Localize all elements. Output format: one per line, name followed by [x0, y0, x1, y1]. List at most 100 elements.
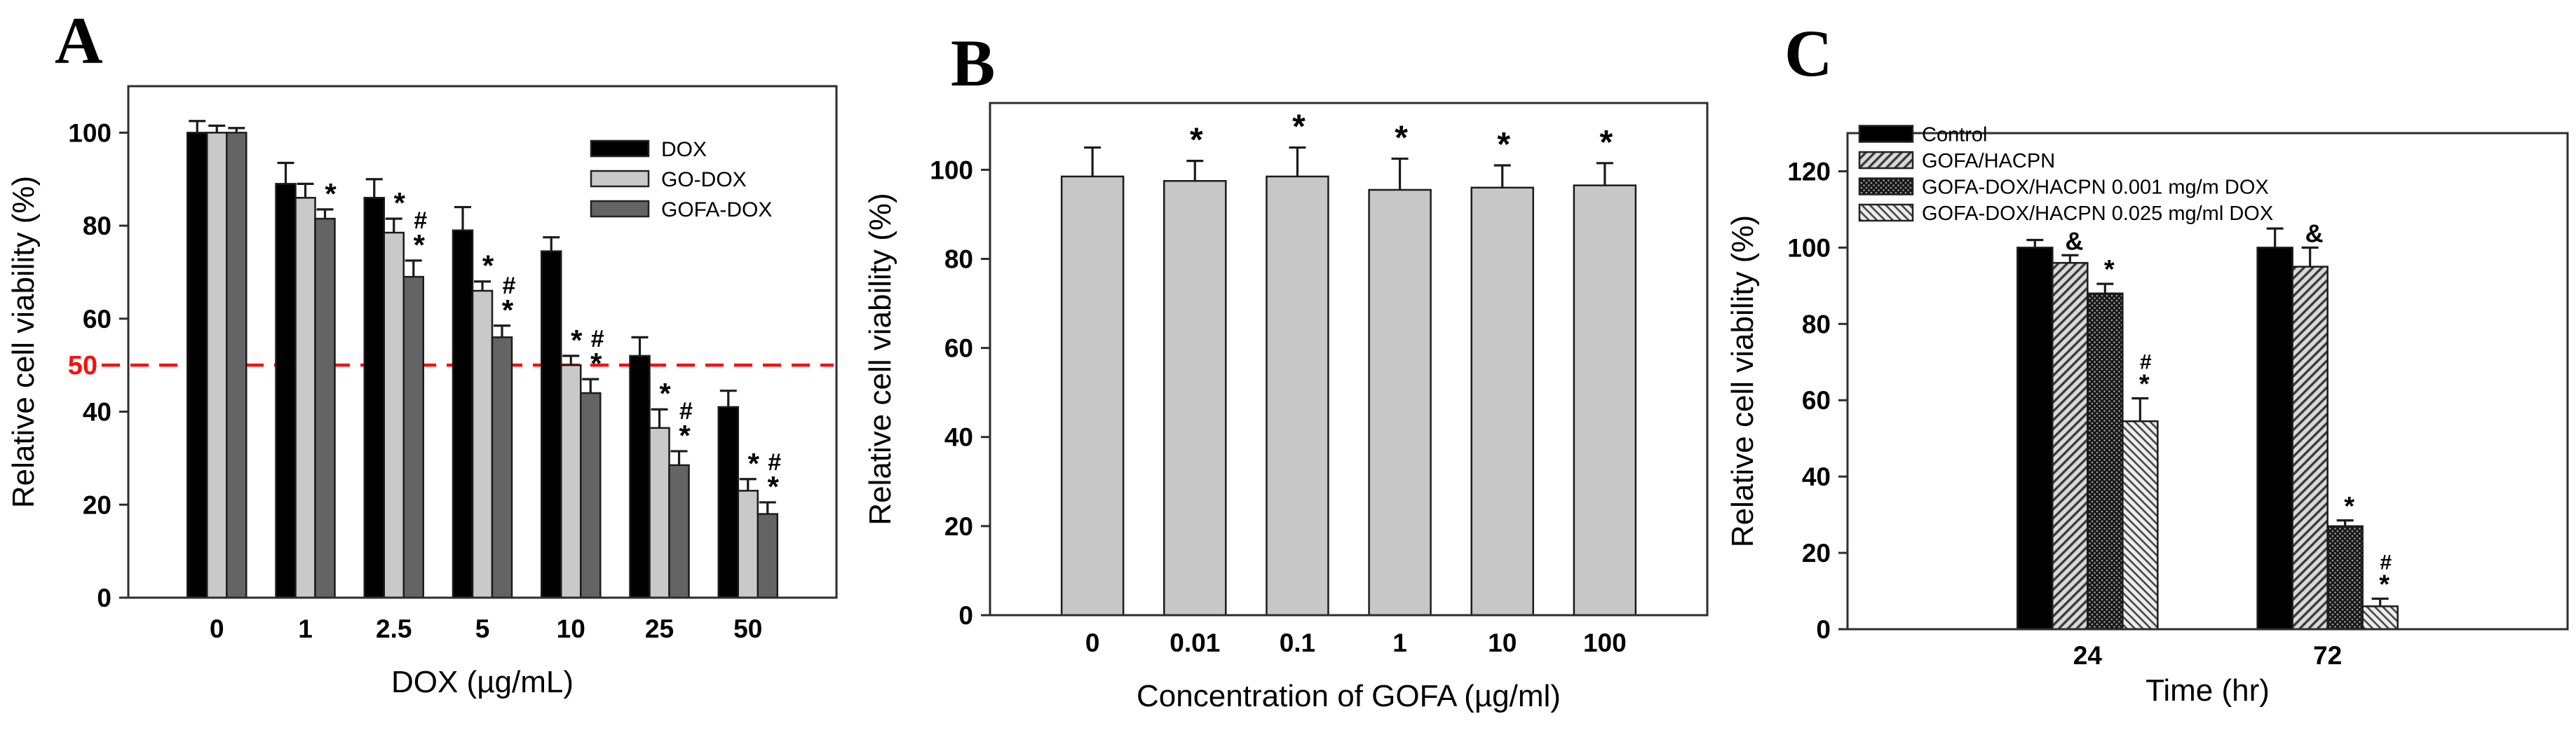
sig-hash: #: [414, 207, 427, 234]
sig-asterisk: *: [394, 186, 406, 219]
x-tick-label: 10: [557, 614, 585, 643]
y-tick-label: 100: [1787, 233, 1831, 262]
series-control: [2016, 227, 2293, 631]
y-tick-label: 40: [83, 398, 111, 427]
error-bar: [2026, 238, 2044, 248]
y-tick-label: 100: [68, 118, 111, 147]
bar: [560, 364, 582, 599]
x-axis-title: Concentration of GOFA (µg/ml): [1137, 679, 1561, 713]
y-tick-label: 120: [1787, 157, 1831, 186]
sig-asterisk: *: [768, 470, 780, 503]
bar: [541, 250, 562, 599]
legend-swatch: [1858, 125, 1914, 143]
sig-asterisk: *: [414, 228, 426, 261]
bar: [471, 289, 494, 599]
sig-asterisk: *: [590, 347, 602, 380]
y-tick-label: 60: [1802, 386, 1831, 415]
bar: [2256, 247, 2293, 631]
error-bar: [277, 161, 294, 184]
sig-asterisk: *: [2379, 570, 2389, 599]
sig-asterisk: *: [1600, 124, 1613, 161]
bar: [294, 197, 316, 599]
error-bar: [297, 182, 314, 198]
bar: [2361, 605, 2399, 631]
x-tick-label: 1: [298, 614, 313, 643]
legend-swatch: [1858, 203, 1914, 222]
bar: [363, 197, 385, 599]
y-tick-label: 0: [1816, 615, 1831, 644]
sig-hash: #: [2140, 351, 2152, 374]
bar: [275, 183, 297, 599]
legend-item: GOFA/HACPN: [1858, 150, 2055, 172]
legend-swatch: [1858, 151, 1914, 170]
error-bar: [562, 355, 580, 366]
bar: [452, 229, 474, 599]
x-tick-label: 24: [2073, 641, 2103, 670]
sig-asterisk: *: [679, 419, 691, 452]
legend-swatch: [590, 170, 650, 188]
bar: [2016, 247, 2054, 631]
x-tick-label: 5: [475, 614, 490, 643]
x-tick-label: 100: [1583, 628, 1627, 657]
sig-ampersand: &: [2305, 219, 2324, 247]
panel-letter-A: A: [55, 4, 103, 78]
x-tick-label: 72: [2313, 641, 2342, 670]
y-tick-label: 80: [83, 212, 111, 240]
error-bar: [2371, 597, 2389, 607]
series-gofa-dox-hacpn-0-001-mg-m-dox: **: [2087, 255, 2364, 631]
sig-asterisk: *: [2344, 492, 2354, 521]
sig-asterisk: *: [571, 324, 583, 357]
x-tick-label: 25: [645, 614, 674, 643]
legend-item: Control: [1858, 123, 1988, 146]
plot-frame: [1846, 132, 2569, 631]
error-bar: [365, 178, 383, 198]
panel-B: B Relative cell viability (%) * * * * * 0 20 40 60…: [863, 26, 1709, 713]
y-tick-label: 80: [944, 245, 973, 273]
series-gofa-dox-hacpn-0-025-mg-ml-dox: *#*#: [2122, 351, 2399, 631]
bar: [206, 132, 228, 599]
error-bar: [719, 390, 737, 407]
sig-hash: #: [503, 273, 516, 299]
bar: [629, 355, 651, 599]
legend-label: DOX: [661, 138, 707, 161]
bar: [1266, 175, 1329, 617]
error-bar: [631, 336, 649, 356]
sig-ampersand: &: [2065, 226, 2083, 255]
bar: [2122, 420, 2159, 631]
y-tick-label: 40: [1802, 462, 1831, 491]
error-bar: [385, 217, 402, 233]
error-bar: [2061, 254, 2079, 263]
x-tick-label: 2.5: [376, 614, 412, 643]
series-go-dox: *****: [206, 124, 760, 599]
bar: [2291, 266, 2328, 631]
legend-item: GOFA-DOX/HACPN 0.001 mg/m DOX: [1858, 176, 2269, 198]
legend-label: Control: [1922, 123, 1988, 146]
error-bar: [1391, 157, 1409, 190]
bar: [226, 132, 248, 599]
sig-asterisk: *: [1395, 119, 1408, 156]
error-bar: [670, 450, 688, 465]
sig-asterisk: *: [2139, 370, 2150, 399]
x-axis-title: DOX (µg/mL): [391, 665, 574, 699]
sig-asterisk: *: [1497, 126, 1510, 163]
y-axis-title: Relative cell viability (%): [6, 176, 41, 508]
error-bar: [454, 205, 471, 231]
y-tick-label: 0: [97, 584, 111, 612]
sig-asterisk: *: [2104, 255, 2115, 284]
y-tick-label: 0: [958, 601, 973, 630]
error-bar: [739, 478, 757, 491]
y-tick-label: 100: [930, 156, 973, 184]
sig-asterisk: *: [482, 249, 494, 282]
y-tick-label: 20: [944, 512, 973, 541]
bar: [717, 406, 739, 599]
bar: [187, 132, 208, 599]
error-bar: [474, 280, 491, 291]
x-tick-label: 1: [1392, 628, 1407, 657]
legend-label: GOFA/HACPN: [1922, 150, 2055, 172]
bar: [580, 392, 602, 599]
legend-item: GOFA-DOX: [590, 198, 772, 221]
sig-hash: #: [591, 326, 604, 352]
error-bar: [1596, 162, 1613, 186]
